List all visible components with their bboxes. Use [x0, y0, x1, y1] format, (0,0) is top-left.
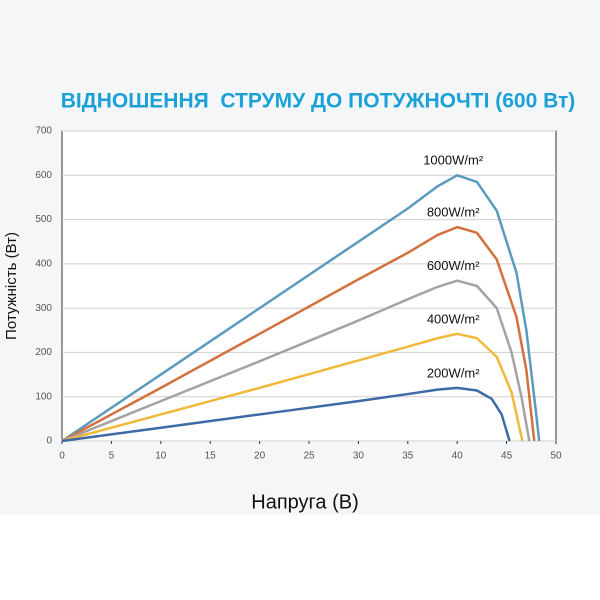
y-tick-label: 400	[35, 258, 52, 269]
x-tick-label: 5	[109, 451, 115, 462]
series-line	[61, 174, 541, 443]
series-label: 1000W/m²	[423, 153, 484, 168]
series-label: 600W/m²	[427, 258, 480, 273]
x-tick-label: 0	[59, 451, 65, 462]
series-line	[61, 225, 536, 443]
x-tick-label: 50	[550, 451, 562, 462]
series-line	[61, 386, 511, 443]
series-label: 800W/m²	[427, 205, 480, 220]
x-tick-label: 20	[254, 451, 266, 462]
x-tick-label: 40	[452, 451, 464, 462]
x-tick-label: 45	[501, 451, 513, 462]
y-tick-label: 200	[35, 347, 52, 358]
y-tick-label: 700	[35, 126, 52, 137]
x-tick-label: 30	[353, 451, 365, 462]
series-line	[61, 279, 531, 443]
chart-title: ВІДНОШЕННЯ СТРУМУ ДО ПОТУЖНОЧТІ (600 Вт)	[61, 90, 576, 113]
y-tick-label: 600	[35, 170, 52, 181]
x-tick-label: 10	[155, 451, 167, 462]
y-tick-label: 100	[35, 391, 52, 402]
y-tick-label: 0	[46, 436, 52, 447]
series-label: 400W/m²	[427, 311, 480, 326]
x-tick-label: 25	[303, 451, 315, 462]
x-tick-label: 15	[205, 451, 217, 462]
series-line	[61, 332, 524, 443]
y-tick-label: 500	[35, 214, 52, 225]
y-axis-label: Потужність (Вт)	[3, 232, 20, 340]
series-label: 200W/m²	[427, 365, 480, 380]
y-tick-label: 300	[35, 303, 52, 314]
x-axis-label: Напруга (В)	[251, 491, 359, 513]
x-tick-label: 35	[402, 451, 414, 462]
